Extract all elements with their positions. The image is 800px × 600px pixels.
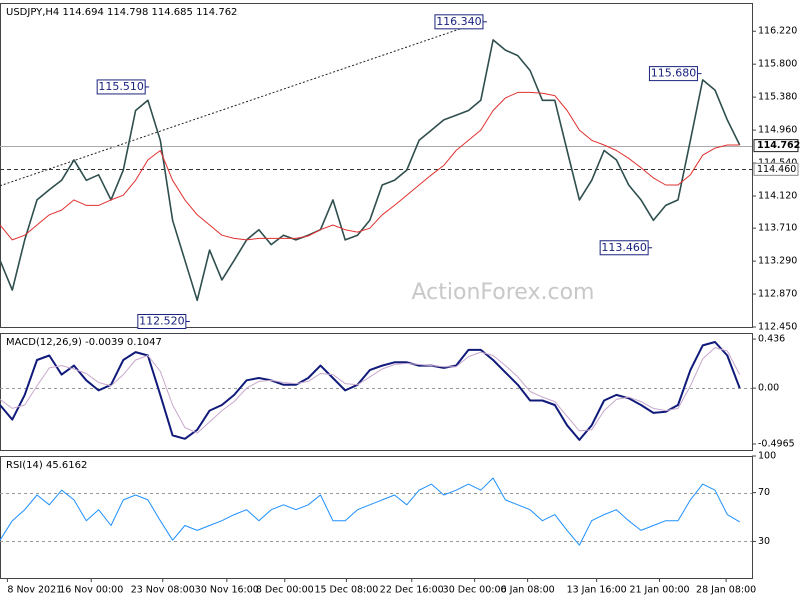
price-label-box	[753, 162, 799, 176]
y-tick-label: 115.380	[758, 92, 797, 103]
x-tick-label: 23 Nov 08:00	[131, 585, 195, 596]
annotation-label: 115.510	[98, 80, 144, 93]
y-tick-label: 115.800	[758, 59, 797, 70]
annotation-box	[648, 66, 698, 82]
x-tick-label: 13 Jan 16:00	[567, 585, 627, 596]
annotation-box	[599, 240, 649, 256]
y-tick-label: 100	[758, 451, 776, 462]
y-tick-label: 113.290	[758, 256, 797, 267]
x-tick-label: 22 Dec 16:00	[380, 585, 444, 596]
annotation-box	[137, 314, 187, 330]
panel-title: MACD(12,26,9) -0.0039 0.1047	[6, 337, 162, 348]
y-tick-label: 116.220	[758, 26, 797, 37]
y-tick-label: 0.00	[758, 383, 779, 394]
annotation-label: 113.460	[601, 241, 647, 254]
series-line	[0, 341, 741, 441]
x-tick-label: 28 Jan 08:00	[696, 585, 756, 596]
series-line	[0, 91, 740, 241]
panel-title: USDJPY,H4 114.694 114.798 114.685 114.76…	[6, 7, 237, 18]
watermark: ActionForex.com	[412, 280, 595, 305]
y-tick-label: 112.450	[758, 322, 797, 333]
x-tick-label: 6 Jan 08:00	[501, 585, 555, 596]
x-tick-label: 16 Nov 00:00	[59, 585, 123, 596]
x-tick-label: 21 Jan 00:00	[629, 585, 689, 596]
x-tick-label: 8 Nov 2021	[7, 585, 62, 596]
y-tick-label: 114.960	[758, 125, 797, 136]
price-label: 114.762	[757, 140, 800, 151]
y-tick-label: -0.4965	[758, 438, 795, 449]
panel-border	[0, 333, 753, 451]
series-line	[0, 347, 741, 434]
y-tick-label: 0.436	[758, 334, 785, 345]
panel-title: RSI(14) 45.6162	[6, 460, 87, 471]
annotation-box	[96, 79, 146, 95]
x-tick-label: 30 Dec 00:00	[443, 585, 507, 596]
x-tick-label: 8 Dec 00:00	[256, 585, 314, 596]
annotation-label: 112.520	[139, 315, 185, 328]
y-tick-label: 70	[758, 487, 770, 498]
annotation-box	[434, 14, 484, 30]
annotation-label: 115.680	[651, 67, 697, 80]
x-tick-label: 15 Dec 08:00	[314, 585, 378, 596]
panel-border	[0, 3, 753, 328]
price-label: 114.460	[757, 164, 796, 175]
y-tick-label: 30	[758, 536, 770, 547]
y-tick-label: 114.120	[758, 190, 797, 201]
x-tick-label: 30 Nov 16:00	[195, 585, 259, 596]
y-tick-label: 112.870	[758, 289, 797, 300]
series-line	[0, 39, 741, 302]
panel-border	[0, 456, 753, 579]
price-label-box	[753, 139, 799, 153]
annotation-label: 116.340	[436, 15, 482, 28]
series-line	[0, 477, 740, 546]
trendline	[0, 21, 481, 187]
y-tick-label: 113.710	[758, 223, 797, 234]
